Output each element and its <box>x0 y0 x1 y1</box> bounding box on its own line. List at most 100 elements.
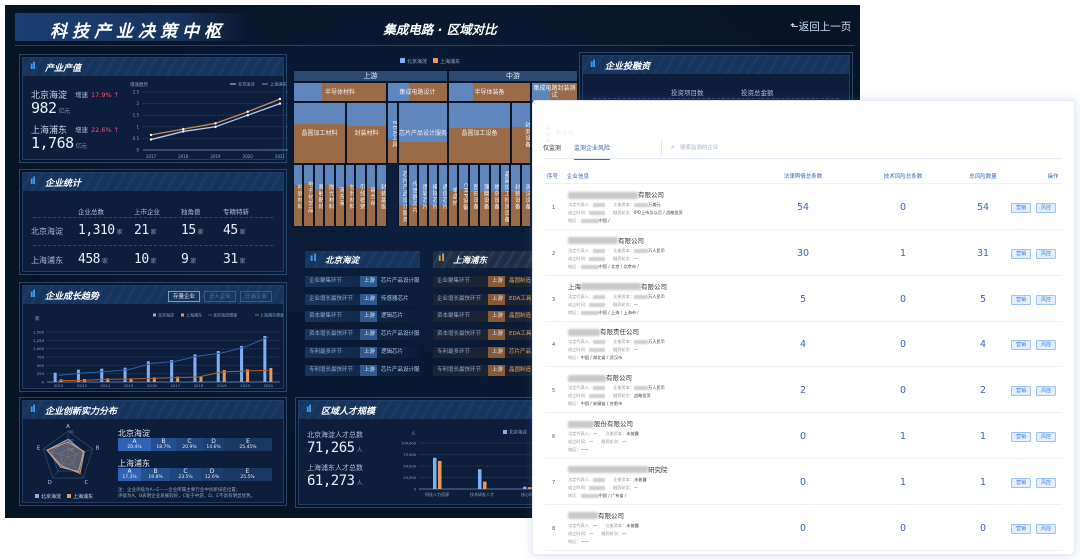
chain-node[interactable]: 模拟芯片 <box>428 164 439 227</box>
company-name[interactable]: 有限责任公司 <box>568 326 639 336</box>
company-name[interactable]: 研究院 <box>568 464 668 474</box>
marketing-button[interactable]: 营销 <box>1011 340 1031 351</box>
chain-node[interactable]: 抛光材料 <box>324 164 335 227</box>
marketing-button[interactable]: 营销 <box>1011 248 1031 259</box>
company-name[interactable]: 股份有限公司 <box>568 418 633 428</box>
tab-risk-monitor[interactable]: 监测企业风险 <box>574 143 611 160</box>
chain-node[interactable]: CMP设备 <box>458 164 469 227</box>
chain-node[interactable]: 集成电 <box>531 102 551 164</box>
region-row: 资本聚集环节 上游 晶圆制造 <box>433 311 533 323</box>
value: 31 <box>223 252 238 267</box>
chain-node[interactable]: 集成电路封装测试 <box>531 82 578 102</box>
shanghai-share <box>294 124 345 163</box>
company-name[interactable]: 有限公司 <box>568 235 644 245</box>
field-value: 未披露 <box>626 431 639 436</box>
tab-monitor-only[interactable]: 仅监测 <box>543 145 562 152</box>
x-tick-label: 2021 <box>275 154 286 159</box>
tab-out[interactable]: 迁出企业 <box>240 291 272 302</box>
risk-control-button[interactable]: 风控 <box>1036 203 1056 213</box>
risk-control-button[interactable]: 风控 <box>1036 294 1056 305</box>
company-name[interactable]: 有限公司 <box>568 189 664 199</box>
chain-node[interactable]: 晶圆加工设备 <box>448 102 511 164</box>
chain-node-label: 键合丝 <box>369 187 376 207</box>
chain-node[interactable]: 封装设备 <box>510 164 521 227</box>
risk-control-button[interactable]: 风控 <box>1036 386 1056 397</box>
company-detail: 成立时间： 融资轮次：— <box>568 485 638 491</box>
company-detail: 法定代表人：— 注册资本：未披露 <box>568 523 639 529</box>
risk-count-tech: 0 <box>899 202 907 213</box>
field-label: 成立时间： <box>568 347 589 353</box>
chain-node[interactable]: 掺杂设备 <box>489 164 500 227</box>
shanghai-share <box>321 83 386 101</box>
row-key: 专利最多环节 <box>437 348 471 355</box>
marketing-button[interactable]: 营销 <box>1011 477 1031 488</box>
row-key: 专利增长最快环节 <box>437 366 482 373</box>
chain-node[interactable]: 图形设备 <box>468 164 480 227</box>
chain-node[interactable]: 集成电 <box>551 102 578 164</box>
bar-beijing <box>123 367 127 382</box>
marketing-button[interactable]: 营销 <box>1011 386 1031 397</box>
chain-node[interactable]: 半导体材料 <box>293 82 387 102</box>
company-detail: 法定代表人： 注册资本： 万人民币 <box>568 385 665 391</box>
chain-node[interactable]: 封装材料 <box>346 102 387 164</box>
chain-node[interactable]: 测试设备 <box>520 164 532 227</box>
chain-node[interactable]: 逻辑芯片 <box>418 164 429 227</box>
x-tick-label: 2017 <box>170 383 180 388</box>
chain-node[interactable]: 晶圆加工材料 <box>293 102 346 164</box>
marketing-button[interactable]: 营销 <box>1011 432 1031 442</box>
chain-node-label: 半导体材料 <box>324 88 355 96</box>
chain-node[interactable]: 衬底材料 <box>293 164 304 227</box>
chain-node-label: 晶圆加工材料 <box>301 129 338 137</box>
bar-beijing <box>433 457 437 489</box>
chain-node[interactable]: 薄膜设备 <box>479 164 490 227</box>
chain-node[interactable]: 单晶炉 <box>448 164 459 227</box>
tab-in[interactable]: 迁入企业 <box>204 291 236 302</box>
chain-node[interactable]: 半导体装备 <box>448 82 531 102</box>
chain-node[interactable]: 传感器芯片 <box>408 164 419 227</box>
chain-node[interactable]: 通信芯片 <box>438 164 449 227</box>
marketing-button[interactable]: 营销 <box>1011 203 1031 213</box>
talent-label: 北京海淀人才总数 <box>307 431 363 439</box>
risk-control-button[interactable]: 风控 <box>1036 432 1056 442</box>
chain-node[interactable]: 包封材料 <box>345 164 356 227</box>
chain-node[interactable]: 集成电路设计 <box>387 82 448 102</box>
risk-control-button[interactable]: 风控 <box>1036 248 1056 259</box>
arrow-up-icon: ↑ <box>113 91 120 99</box>
note: 注：企业评级为A~E——企业所属主要行业中创新排名位置； <box>118 488 241 493</box>
bar-shanghai <box>222 370 226 382</box>
chain-node[interactable]: 晶圆加工检测设备 <box>500 164 511 227</box>
stage-tag: 上游 <box>360 276 377 287</box>
field-value: 战略投资 <box>633 393 651 399</box>
chain-node[interactable]: 封测设备 <box>511 102 531 164</box>
chain-node[interactable]: 清洗液 <box>334 164 345 227</box>
row-value: 传感器芯片 <box>381 295 409 302</box>
chain-node[interactable]: 电子化学品 <box>303 164 314 227</box>
risk-count-legal: 0 <box>799 476 807 488</box>
risk-control-button[interactable]: 风控 <box>1036 340 1056 351</box>
company-name[interactable]: 有限公司 <box>568 510 624 520</box>
back-button[interactable]: ⬑返回上一页 <box>790 21 852 33</box>
search-input[interactable]: ⌕ 搜索监测的企业 <box>671 143 871 152</box>
company-name[interactable]: 上海 有限公司 <box>568 281 667 291</box>
chain-node[interactable]: 芯片产品设计服务 <box>398 164 409 227</box>
marketing-button[interactable]: 营销 <box>1011 523 1031 534</box>
chain-node[interactable]: 引线框架 <box>355 164 366 227</box>
chain-node-label: 溅射靶材 <box>317 184 324 210</box>
stage-tag: 上游 <box>488 329 505 341</box>
risk-control-button[interactable]: 风控 <box>1036 523 1056 534</box>
chain-node[interactable]: 键合丝 <box>365 164 377 227</box>
chain-node-label: 传感器芯片 <box>411 180 418 214</box>
chain-node[interactable]: 封装基板 <box>376 164 387 227</box>
marketing-button[interactable]: 营销 <box>1011 294 1031 305</box>
risk-control-button[interactable]: 风控 <box>1036 477 1056 488</box>
data-point <box>246 114 249 117</box>
company-name[interactable]: 有限公司 <box>568 372 632 382</box>
growth-caption: 增速 <box>75 126 88 134</box>
chain-node[interactable]: 溅射靶材 <box>313 164 325 227</box>
chain-node[interactable]: EDA工具 <box>387 102 398 164</box>
tab-stock[interactable]: 存量企业 <box>168 291 200 302</box>
chain-node[interactable]: 芯片产品设计服务 <box>398 102 448 164</box>
beijing-share <box>388 83 409 101</box>
legend-label: 北京海淀 <box>238 81 256 88</box>
column-header: 投资总金额 <box>741 89 774 97</box>
